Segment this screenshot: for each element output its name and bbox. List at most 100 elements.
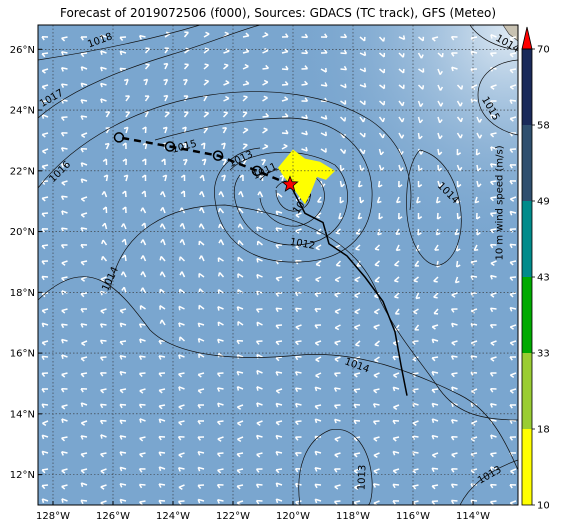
wind-barb-flag xyxy=(138,323,143,328)
wind-barb xyxy=(100,500,107,504)
wind-barb-flag xyxy=(275,390,280,394)
wind-barb xyxy=(178,404,185,408)
wind-barb-flag xyxy=(374,344,379,347)
wind-barb-flag xyxy=(41,86,46,90)
lat-tick-label: 12°N xyxy=(10,470,35,481)
wind-barb-flag xyxy=(378,216,383,220)
wind-barb xyxy=(393,276,400,282)
wind-barb xyxy=(125,175,129,182)
wind-barb xyxy=(392,483,400,486)
wind-barb xyxy=(415,244,420,251)
wind-barb-flag xyxy=(373,454,378,459)
colorbar-tick-label: 58 xyxy=(537,121,550,132)
wind-barb xyxy=(220,191,225,198)
wind-barb-flag xyxy=(261,158,266,161)
wind-barb-flag xyxy=(374,295,379,299)
wind-barb xyxy=(183,64,190,70)
wind-barb-flag xyxy=(182,126,187,130)
wind-barb xyxy=(510,196,517,200)
wind-barb xyxy=(119,67,127,70)
wind-barb xyxy=(81,420,88,424)
wind-barb xyxy=(256,386,263,390)
wind-barb-flag xyxy=(470,483,474,488)
wind-barb-flag xyxy=(142,126,147,130)
wind-barb-flag xyxy=(459,134,463,139)
wind-barb-flag xyxy=(159,223,163,228)
wind-barb-flag xyxy=(294,436,299,441)
wind-barb xyxy=(178,354,185,358)
wind-barb xyxy=(473,244,478,251)
wind-barb xyxy=(276,402,283,406)
wind-barb-flag xyxy=(138,404,143,409)
wind-barb-flag xyxy=(256,274,259,279)
wind-barb xyxy=(222,159,227,166)
wind-barb-flag xyxy=(314,436,318,441)
wind-barb-flag xyxy=(457,215,462,220)
wind-barb-flag xyxy=(372,483,376,488)
wind-barb xyxy=(470,483,478,486)
wind-barb-flag xyxy=(413,279,418,283)
wind-barb xyxy=(418,68,424,73)
wind-barb-flag xyxy=(324,82,328,87)
wind-barb xyxy=(81,82,88,86)
wind-barb-flag xyxy=(431,435,435,440)
wind-barb xyxy=(431,356,439,359)
wind-barb xyxy=(125,79,129,86)
wind-barb-flag xyxy=(163,78,168,82)
wind-barb xyxy=(198,353,205,358)
wind-barb xyxy=(256,483,263,486)
wind-barb-flag xyxy=(138,468,143,473)
wind-barb xyxy=(315,372,322,377)
wind-barb xyxy=(217,468,224,471)
wind-barb xyxy=(275,434,283,438)
map-title: Forecast of 2019072506 (f000), Sources: … xyxy=(59,6,497,20)
wind-barb-flag xyxy=(431,37,436,42)
wind-barb xyxy=(237,386,244,390)
wind-barb-flag xyxy=(450,436,455,441)
wind-barb-flag xyxy=(204,111,209,114)
wind-barb-flag xyxy=(285,65,289,70)
colorbar-tick-label: 70 xyxy=(537,45,550,56)
wind-barb-flag xyxy=(358,216,363,220)
wind-barb xyxy=(476,132,481,139)
wind-barb xyxy=(510,340,517,344)
wind-barb-flag xyxy=(470,261,475,266)
wind-barb xyxy=(393,450,400,454)
wind-barb xyxy=(413,308,419,313)
wind-barb xyxy=(432,324,439,328)
wind-barb xyxy=(100,50,107,54)
wind-barb xyxy=(100,66,107,70)
wind-barb-flag xyxy=(305,146,308,152)
wind-barb xyxy=(509,99,517,102)
wind-barb xyxy=(42,132,49,136)
wind-barb xyxy=(164,127,168,134)
wind-barb-flag xyxy=(294,356,299,361)
wind-barb xyxy=(183,79,188,86)
wind-barb xyxy=(470,275,478,278)
wind-barb-flag xyxy=(295,326,300,330)
wind-barb-flag xyxy=(41,434,45,440)
wind-barb-flag xyxy=(451,342,456,346)
wind-barb xyxy=(100,34,107,38)
wind-barb xyxy=(164,32,171,38)
wind-barb xyxy=(198,498,205,502)
wind-barb-flag xyxy=(396,248,401,252)
wind-barb xyxy=(236,484,244,487)
wind-barb-flag xyxy=(42,422,47,427)
wind-barb-flag xyxy=(353,326,359,330)
wind-barb xyxy=(281,50,289,54)
wind-barb-flag xyxy=(197,338,201,343)
wind-barb xyxy=(203,159,207,166)
wind-barb-flag xyxy=(217,339,220,344)
wind-barb xyxy=(242,65,249,70)
wind-barb xyxy=(202,174,205,182)
wind-barb-flag xyxy=(470,310,475,314)
wind-barb-flag xyxy=(100,256,104,261)
wind-barb-flag xyxy=(509,293,514,298)
wind-barb-flag xyxy=(334,327,340,331)
wind-barb xyxy=(354,292,361,297)
wind-barb xyxy=(275,307,283,310)
wind-barb xyxy=(417,148,422,155)
wind-barb-flag xyxy=(256,386,259,391)
wind-barb-flag xyxy=(509,243,513,249)
